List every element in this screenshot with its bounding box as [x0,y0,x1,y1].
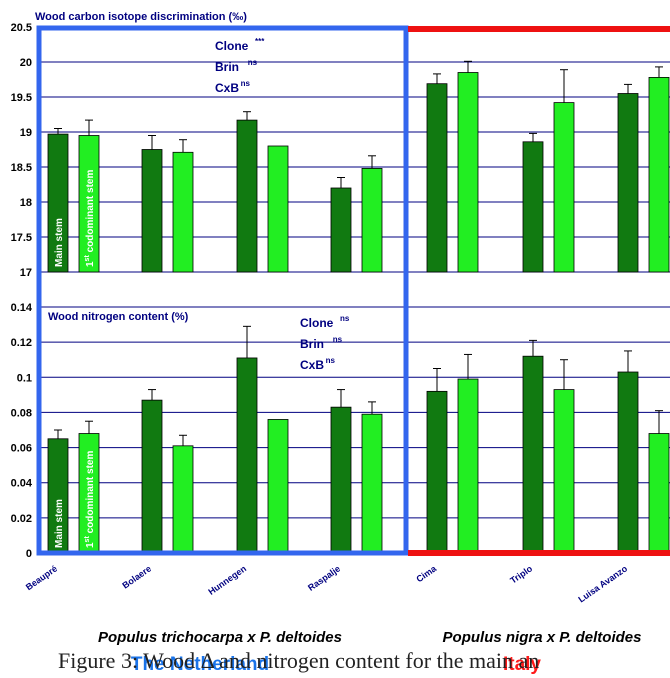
stat-label: Brin [215,60,239,74]
panel-2: 0 0.02 0.04 0.06 0.08 0.1 0.12 0.14 Wood nitroge… [11,302,670,560]
y-tick-label: 0.14 [11,302,33,314]
y-tick-label: 0 [26,548,32,560]
bar-codominant-stem [553,389,575,554]
netherland-region-box [36,25,409,556]
y-tick-label: 20 [20,57,32,69]
y-tick-label: 0.02 [11,513,32,525]
panel-title: Wood nitrogen content (%) [48,311,189,323]
bar-codominant-stem [648,433,670,554]
x-tick-label: Triplo [508,563,534,586]
stat-significance: *** [255,37,265,46]
bar-codominant-stem [172,151,194,273]
bar-codominant-stem [267,145,289,273]
stat-significance: ns [241,79,251,88]
bar-main-stem [236,357,258,554]
bar-codominant-stem [648,77,670,273]
x-tick-label: Hunnegen [206,563,248,596]
bar-codominant-stem [457,72,479,273]
country-label-italy: Italy [503,654,541,675]
x-tick-label: Raspalje [306,563,342,592]
y-tick-label: 0.12 [11,337,32,349]
figure-caption: Figure 3: Wood Δ and nitrogen content fo… [58,648,540,673]
stat-label: CxB [215,81,239,95]
stat-label: Clone [215,39,249,53]
bar-codominant-stem [361,167,383,273]
bar-main-stem [236,119,258,273]
y-tick-label: 18.5 [11,162,32,174]
bar-main-stem [426,83,448,273]
y-tick-label: 18 [20,197,32,209]
bar-main-stem [426,390,448,554]
bar-codominant-stem [172,445,194,554]
bar-main-stem [617,93,639,273]
y-tick-label: 0.1 [17,372,32,384]
x-tick-label: Luisa Avanzo [576,563,629,604]
bar-main-stem [141,149,163,273]
label-part: codominant stem [85,451,96,537]
stat-significance: ns [340,314,350,323]
label-part: 1 [85,542,96,548]
bar-codominant-stem [553,102,575,273]
y-tick-label: 19 [20,127,32,139]
x-tick-label: Cima [414,563,439,584]
y-tick-label: 17 [20,267,32,279]
species-label-italy: Populus nigra x P. deltoides [443,629,642,646]
x-tick-label: Beaupré [24,563,59,592]
label-part: codominant stem [85,170,96,256]
stat-significance: ns [248,58,258,67]
bar-codominant-stem [267,419,289,554]
bar-label-main-stem: Main stem [54,499,65,548]
label-part: 1 [85,261,96,267]
y-tick-label: 17.5 [11,232,32,244]
stat-label: Brin [300,337,324,351]
bar-main-stem [330,406,352,554]
y-tick-label: 0.06 [11,443,32,455]
y-tick-label: 0.04 [11,478,33,490]
country-label-netherland: The Netherland [131,654,269,675]
y-tick-label: 19.5 [11,92,32,104]
stat-significance: ns [333,335,343,344]
bar-label-codominant-stem: 1st codominant stem [84,451,96,548]
stat-label: CxB [300,358,324,372]
label-superscript: st [84,536,91,543]
bar-label-main-stem: Main stem [54,218,65,267]
bar-codominant-stem [361,413,383,554]
bar-main-stem [522,141,544,273]
species-label-netherland: Populus trichocarpa x P. deltoides [98,629,342,646]
bar-main-stem [617,371,639,554]
stat-label: Clone [300,316,334,330]
stat-significance: ns [326,356,336,365]
y-tick-label: 0.08 [11,407,32,419]
panel-title: Wood carbon isotope discrimination (‰) [35,11,247,23]
label-superscript: st [84,255,91,262]
bar-label-codominant-stem: 1st codominant stem [84,170,96,267]
bar-main-stem [330,187,352,273]
bar-main-stem [141,399,163,554]
y-tick-label: 20.5 [11,22,32,34]
bar-main-stem [522,355,544,554]
bar-codominant-stem [457,378,479,554]
x-tick-label: Bolaere [120,563,153,590]
